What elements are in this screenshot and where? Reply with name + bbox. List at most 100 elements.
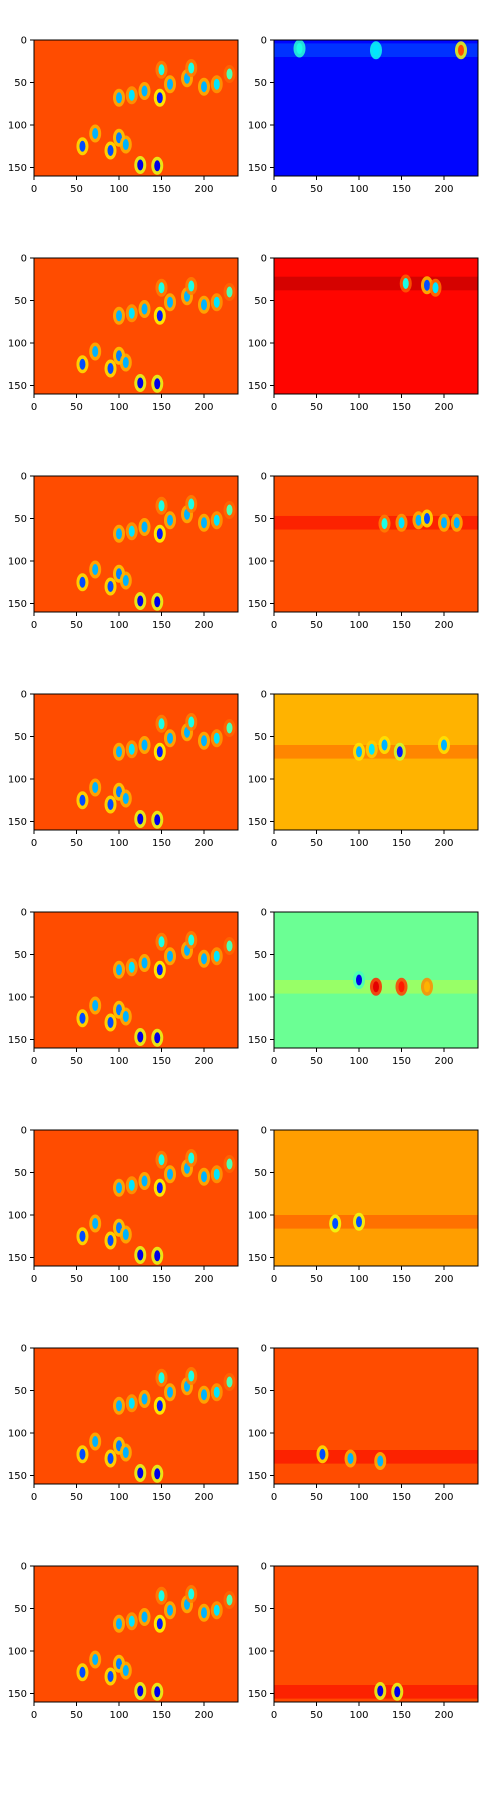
y-tick-label: 100 [8, 557, 27, 568]
y-tick-label: 150 [8, 1689, 27, 1700]
x-tick-label: 200 [194, 1274, 213, 1285]
heatmap-feature [122, 575, 129, 587]
heatmap-feature [156, 528, 163, 540]
x-tick-label: 200 [194, 1492, 213, 1503]
heatmap-feature [137, 159, 144, 171]
x-tick-label: 100 [349, 1274, 368, 1285]
x-tick-label: 200 [194, 838, 213, 849]
heatmap-feature [158, 1154, 165, 1166]
heatmap-panel-r6-c2 [274, 1130, 478, 1266]
x-tick-label: 200 [434, 184, 453, 195]
y-tick-label: 100 [8, 775, 27, 786]
panel-frame [33, 39, 239, 177]
heatmap-feature [116, 1618, 122, 1630]
x-tick-label: 100 [109, 838, 128, 849]
y-tick-label: 50 [254, 296, 267, 307]
y-tick-label: 0 [261, 472, 267, 483]
heatmap-feature [373, 981, 379, 993]
y-tick-label: 50 [254, 950, 267, 961]
x-tick-label: 0 [271, 620, 277, 631]
heatmap-feature [107, 1235, 114, 1246]
y-tick-label: 100 [248, 1647, 267, 1658]
heatmap-feature [201, 517, 207, 529]
heatmap-panel-r2-c2 [274, 258, 478, 394]
heatmap-background [34, 1130, 238, 1266]
x-tick-label: 100 [349, 838, 368, 849]
heatmap-feature [188, 1588, 195, 1600]
x-tick-label: 100 [109, 1056, 128, 1067]
y-tick-label: 100 [248, 121, 267, 132]
y-tick-label: 0 [261, 254, 267, 265]
heatmap-feature [453, 517, 460, 529]
x-tick-label: 100 [349, 184, 368, 195]
heatmap-feature [137, 595, 144, 607]
heatmap-panel-r4-c1 [34, 694, 238, 830]
x-tick-label: 200 [194, 1056, 213, 1067]
heatmap-background [274, 1130, 478, 1266]
x-tick-label: 200 [194, 1710, 213, 1721]
heatmap-panel-r3-c2 [274, 476, 478, 612]
heatmap-feature [158, 936, 165, 948]
x-tick-label: 200 [434, 1274, 453, 1285]
y-tick-label: 100 [8, 1647, 27, 1658]
heatmap-feature [424, 513, 430, 524]
heatmap-feature [128, 525, 135, 537]
x-tick-label: 200 [194, 184, 213, 195]
heatmap-feature [128, 89, 135, 101]
x-tick-label: 50 [70, 402, 83, 413]
heatmap-feature [128, 1179, 135, 1191]
heatmap-feature [394, 1686, 401, 1698]
heatmap-feature [122, 1447, 129, 1459]
x-tick-label: 0 [31, 1056, 37, 1067]
heatmap-feature [226, 286, 233, 298]
heatmap-feature [201, 81, 207, 93]
heatmap-feature [167, 78, 173, 90]
heatmap-feature [137, 377, 144, 389]
x-tick-label: 50 [310, 184, 323, 195]
heatmap-feature [377, 1455, 384, 1467]
y-tick-label: 100 [248, 1211, 267, 1222]
y-tick-label: 50 [14, 296, 27, 307]
y-tick-label: 100 [248, 993, 267, 1004]
heatmap-feature [154, 1032, 161, 1044]
x-tick-label: 0 [31, 402, 37, 413]
y-tick-label: 150 [8, 599, 27, 610]
heatmap-feature [128, 743, 135, 755]
x-tick-label: 150 [152, 838, 171, 849]
x-tick-label: 50 [310, 1710, 323, 1721]
x-tick-label: 150 [152, 1056, 171, 1067]
heatmap-feature [137, 813, 144, 825]
heatmap-feature [368, 743, 375, 755]
x-tick-label: 100 [109, 402, 128, 413]
heatmap-feature [167, 1386, 173, 1398]
heatmap-feature [424, 279, 430, 291]
heatmap-panel-r7-c1 [34, 1348, 238, 1484]
heatmap-feature [213, 732, 220, 744]
heatmap-feature [226, 940, 233, 952]
heatmap-feature [122, 357, 129, 369]
heatmap-feature [156, 1182, 163, 1194]
panel-frame [273, 911, 479, 1049]
x-tick-label: 100 [349, 402, 368, 413]
heatmap-background [274, 1566, 478, 1702]
heatmap-background [274, 40, 478, 176]
heatmap-panel-r1-c1 [34, 40, 238, 176]
y-tick-label: 150 [248, 381, 267, 392]
heatmap-feature [79, 140, 86, 152]
heatmap-feature [356, 974, 362, 986]
x-tick-label: 0 [31, 620, 37, 631]
x-tick-label: 0 [271, 1710, 277, 1721]
y-tick-label: 50 [254, 1386, 267, 1397]
x-tick-label: 0 [271, 1274, 277, 1285]
heatmap-background [34, 912, 238, 1048]
x-tick-label: 150 [152, 1492, 171, 1503]
x-tick-label: 150 [392, 1274, 411, 1285]
heatmap-feature [167, 514, 173, 526]
heatmap-feature [137, 1031, 144, 1043]
heatmap-feature [158, 282, 165, 294]
heatmap-feature [356, 746, 362, 758]
heatmap-feature [226, 68, 233, 80]
y-tick-label: 50 [14, 732, 27, 743]
y-tick-label: 0 [21, 472, 27, 483]
heatmap-feature [356, 1216, 362, 1228]
